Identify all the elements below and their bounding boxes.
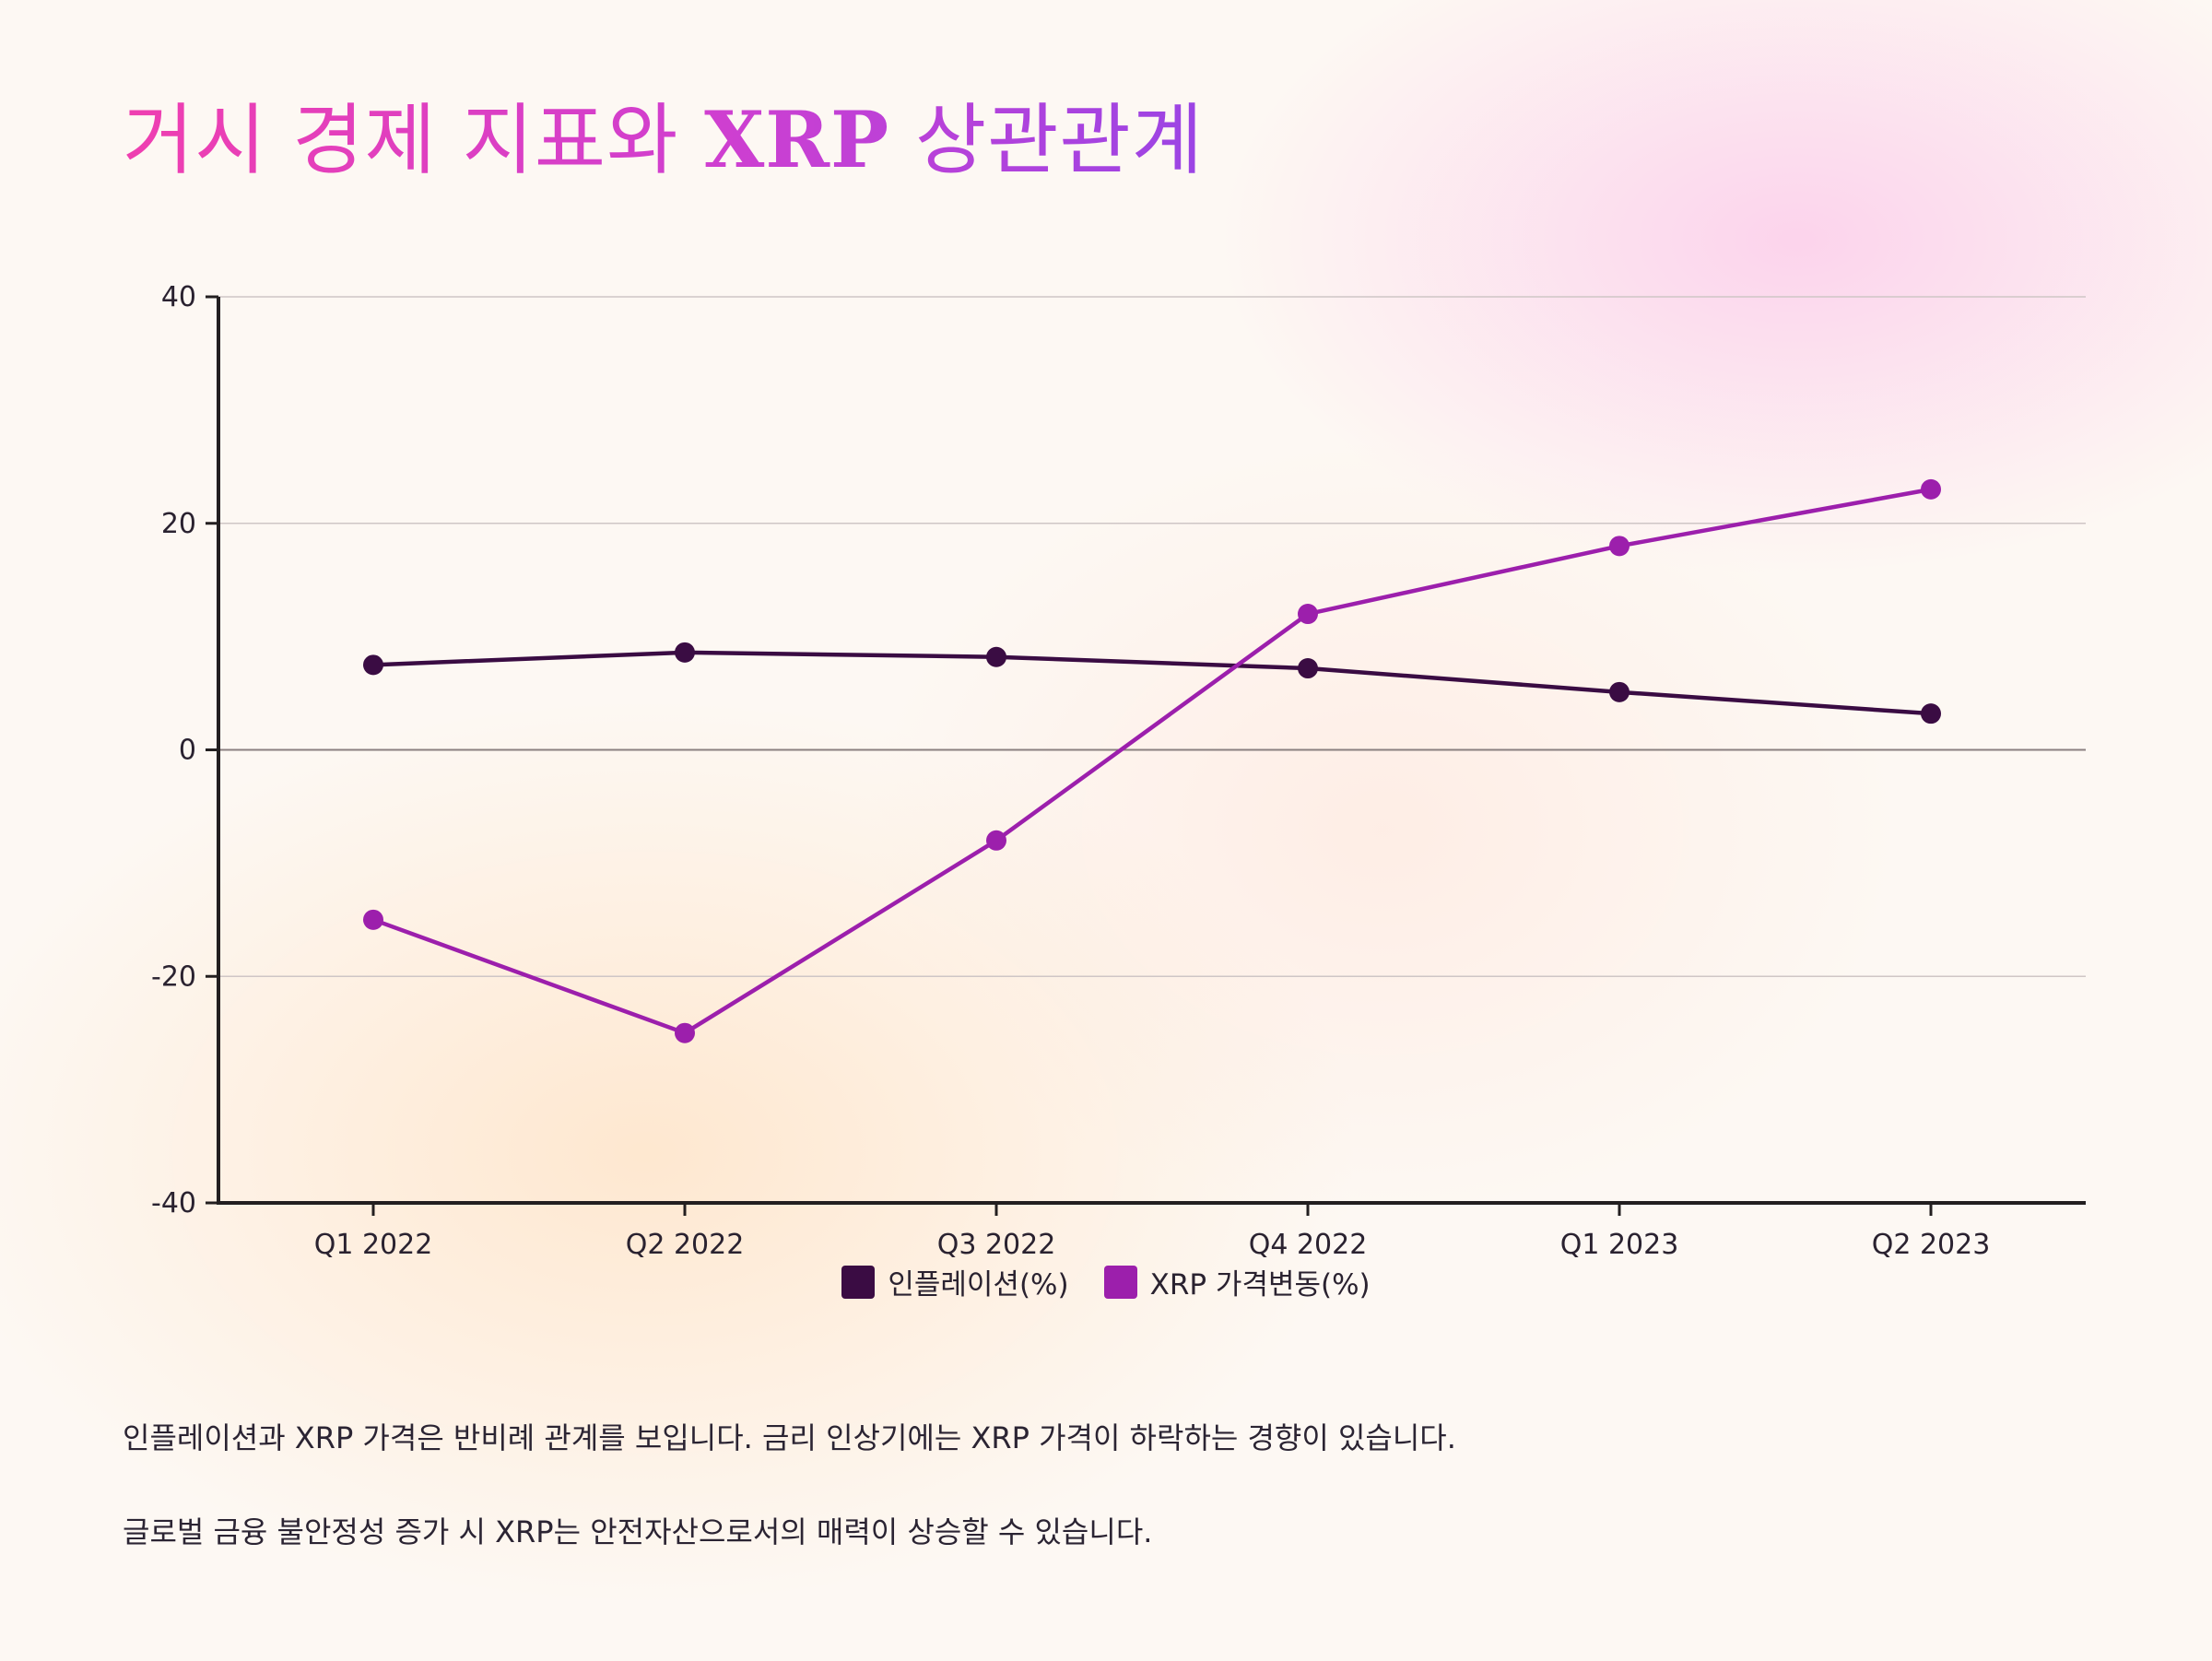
series-line-xrp	[371, 487, 1934, 1035]
legend-label-xrp: XRP 가격변동(%)	[1149, 1268, 1371, 1302]
data-point-inflation	[1921, 703, 1941, 724]
data-point-xrp	[986, 830, 1006, 851]
data-point-xrp	[675, 1022, 695, 1043]
y-tick-label: -40	[151, 1187, 196, 1219]
legend-label-inflation: 인플레이션(%)	[888, 1268, 1069, 1302]
data-point-inflation	[675, 642, 695, 663]
x-tick-label: Q3 2022	[937, 1229, 1056, 1261]
y-tick-label: 0	[179, 735, 196, 767]
x-tick-label: Q4 2022	[1249, 1229, 1368, 1261]
chart-legend: 인플레이션(%) XRP 가격변동(%)	[0, 1261, 2212, 1302]
data-point-inflation	[1609, 681, 1630, 702]
data-point-xrp	[1921, 478, 1941, 500]
series-line-inflation	[371, 650, 1934, 716]
data-point-inflation	[363, 654, 383, 676]
data-point-xrp	[1609, 536, 1630, 557]
legend-item-inflation[interactable]: 인플레이션(%)	[841, 1261, 1069, 1302]
legend-swatch-inflation	[841, 1265, 876, 1299]
data-point-inflation	[986, 646, 1006, 667]
y-tick-label: -20	[151, 960, 196, 993]
x-tick-label: Q2 2023	[1872, 1229, 1991, 1261]
legend-item-xrp[interactable]: XRP 가격변동(%)	[1103, 1261, 1371, 1302]
note-paragraph: 인플레이션과 XRP 가격은 반비례 관계를 보입니다. 금리 인상기에는 XR…	[123, 1420, 1456, 1455]
x-tick-label: Q2 2022	[626, 1229, 745, 1261]
y-tick-label: 20	[161, 508, 196, 540]
analysis-notes: 인플레이션과 XRP 가격은 반비례 관계를 보입니다. 금리 인상기에는 XR…	[123, 1418, 2104, 1606]
x-tick-label: Q1 2022	[314, 1229, 433, 1261]
y-tick-label: 40	[161, 281, 196, 313]
data-point-inflation	[1298, 658, 1318, 679]
note-paragraph: 글로벌 금융 불안정성 증가 시 XRP는 안전자산으로서의 매력이 상승할 수…	[123, 1514, 1153, 1549]
data-point-xrp	[1298, 604, 1318, 625]
legend-swatch-xrp	[1103, 1265, 1137, 1299]
data-point-xrp	[363, 909, 383, 930]
x-tick-label: Q1 2023	[1560, 1229, 1679, 1261]
